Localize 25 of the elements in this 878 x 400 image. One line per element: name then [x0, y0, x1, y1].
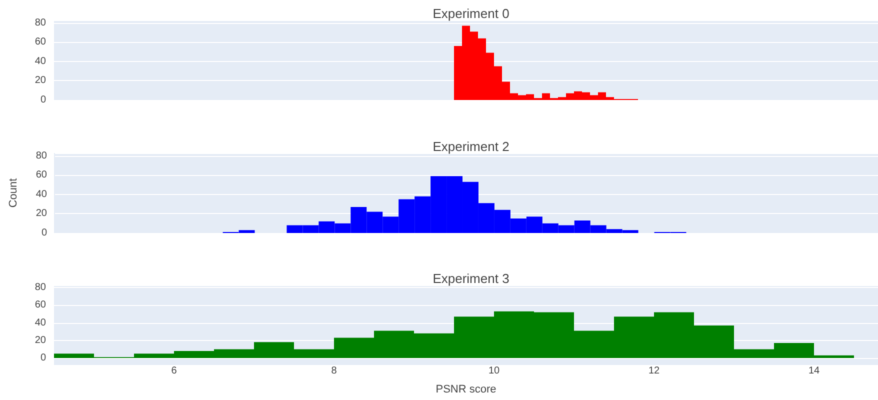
y-tick-label: 0 — [40, 352, 46, 364]
x-axis-title: PSNR score — [436, 384, 496, 396]
chart-title: Experiment 2 — [432, 139, 510, 154]
y-tick-label: 20 — [36, 208, 48, 220]
x-tick-label: 14 — [808, 366, 820, 376]
x-tick-label: 8 — [331, 366, 338, 376]
y-tick-label: 40 — [34, 56, 46, 67]
y-tick-label: 0 — [40, 94, 46, 106]
y-tick-label: 60 — [34, 300, 46, 311]
x-tick-label: 12 — [648, 366, 660, 376]
chart-title: Experiment 0 — [432, 6, 510, 21]
x-tick-label: 6 — [171, 366, 178, 376]
y-axis-title: Count — [8, 178, 20, 208]
y-tick-label: 80 — [34, 17, 46, 28]
y-tick-label: 20 — [34, 75, 46, 86]
x-tick-label: 10 — [488, 366, 500, 376]
y-tick-label: 80 — [34, 282, 46, 294]
y-tick-label: 60 — [36, 170, 48, 181]
y-tick-label: 20 — [34, 334, 46, 346]
y-tick-label: 0 — [41, 228, 48, 238]
chart-title: Experiment 3 — [432, 271, 510, 286]
y-tick-label: 40 — [36, 188, 48, 200]
y-tick-label: 60 — [34, 36, 46, 48]
y-tick-label: 40 — [34, 317, 46, 328]
y-tick-label: 80 — [36, 150, 48, 162]
